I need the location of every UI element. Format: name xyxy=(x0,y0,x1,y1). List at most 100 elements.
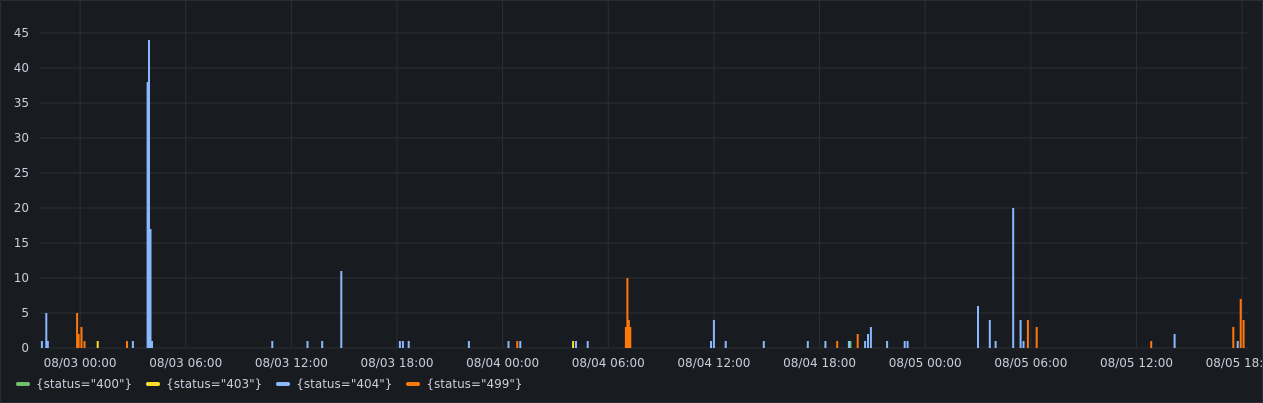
bar xyxy=(1150,341,1153,348)
bar xyxy=(148,40,150,348)
x-tick-label: 08/03 06:00 xyxy=(149,356,222,370)
bar xyxy=(45,313,48,348)
bar xyxy=(1242,320,1245,348)
y-tick-label: 25 xyxy=(14,166,29,180)
bar xyxy=(806,341,809,348)
y-tick-label: 10 xyxy=(14,271,29,285)
x-tick-label: 08/05 12:00 xyxy=(1100,356,1173,370)
legend-item[interactable]: {status="403"} xyxy=(146,377,262,391)
y-tick-label: 40 xyxy=(14,61,29,75)
bar xyxy=(1232,327,1235,348)
bar xyxy=(586,341,589,348)
bar xyxy=(83,341,86,348)
bar xyxy=(849,341,852,348)
x-tick-label: 08/04 12:00 xyxy=(677,356,750,370)
bar xyxy=(1239,299,1242,348)
bar xyxy=(398,341,401,348)
bar xyxy=(126,341,128,348)
bar xyxy=(146,82,149,348)
legend: {status="400"} {status="403"} {status="404… xyxy=(16,376,523,392)
bar xyxy=(401,341,404,348)
bar xyxy=(824,341,827,348)
bar xyxy=(869,327,872,348)
x-tick-label: 08/03 18:00 xyxy=(361,356,434,370)
bar xyxy=(847,341,850,348)
x-tick-label: 08/05 18:00 xyxy=(1206,356,1262,370)
bar xyxy=(321,341,324,348)
y-tick-label: 15 xyxy=(14,236,29,250)
legend-item[interactable]: {status="404"} xyxy=(276,377,392,391)
y-tick-label: 45 xyxy=(14,26,29,40)
y-tick-label: 30 xyxy=(14,131,29,145)
bar xyxy=(467,341,470,348)
bar xyxy=(864,341,867,348)
x-tick-label: 08/04 00:00 xyxy=(466,356,539,370)
legend-label: {status="499"} xyxy=(426,377,523,391)
legend-label: {status="403"} xyxy=(166,377,263,391)
bar xyxy=(80,327,83,348)
bar xyxy=(96,341,99,348)
x-tick-label: 08/04 06:00 xyxy=(572,356,645,370)
timeseries-chart: 0 5 10 15 20 25 30 35 40 45 08/03 00:00 08/03 06:0… xyxy=(14,1,1262,370)
bar xyxy=(836,341,839,348)
y-tick-label: 20 xyxy=(14,201,29,215)
legend-label: {status="404"} xyxy=(296,377,393,391)
bar xyxy=(994,341,997,348)
x-tick-label: 08/04 18:00 xyxy=(783,356,856,370)
bar xyxy=(40,341,43,348)
grid xyxy=(39,1,1248,349)
y-tick-label: 0 xyxy=(21,341,29,355)
legend-item[interactable]: {status="400"} xyxy=(16,377,132,391)
bar xyxy=(575,341,577,348)
bar xyxy=(306,341,309,348)
bar xyxy=(724,341,727,348)
bar xyxy=(1019,320,1022,348)
bar xyxy=(856,334,859,348)
legend-swatch xyxy=(406,382,421,386)
bar xyxy=(977,306,979,348)
bar xyxy=(516,341,519,348)
bar xyxy=(903,341,906,348)
y-tick-label: 35 xyxy=(14,96,29,110)
bar xyxy=(519,341,522,348)
x-tick-label: 08/03 00:00 xyxy=(44,356,117,370)
legend-swatch xyxy=(16,382,30,386)
legend-swatch xyxy=(276,382,291,386)
bar xyxy=(572,341,575,348)
bar xyxy=(762,341,765,348)
bar xyxy=(131,341,134,348)
bar xyxy=(77,334,80,348)
bar xyxy=(1026,320,1029,348)
legend-item[interactable]: {status="499"} xyxy=(406,377,523,391)
bar xyxy=(46,341,49,348)
bar xyxy=(1012,208,1015,348)
bar xyxy=(627,320,630,348)
legend-label: {status="400"} xyxy=(36,377,133,391)
bar xyxy=(1022,341,1025,348)
bar xyxy=(906,341,909,348)
bar xyxy=(624,327,627,348)
bar xyxy=(710,341,712,348)
bar xyxy=(988,320,991,348)
x-axis: 08/03 00:00 08/03 06:00 08/03 12:00 08/03 1… xyxy=(44,356,1262,370)
bar xyxy=(712,320,715,348)
bar xyxy=(867,334,869,348)
bar xyxy=(1035,327,1038,348)
bar xyxy=(271,341,274,348)
x-tick-label: 08/03 12:00 xyxy=(255,356,328,370)
y-axis: 0 5 10 15 20 25 30 35 40 45 xyxy=(14,26,29,355)
x-tick-label: 08/05 06:00 xyxy=(994,356,1067,370)
bar xyxy=(149,229,152,348)
bar xyxy=(629,327,632,348)
y-tick-label: 5 xyxy=(21,306,29,320)
bar xyxy=(886,341,889,348)
bar xyxy=(340,271,343,348)
x-tick-label: 08/05 00:00 xyxy=(889,356,962,370)
bar xyxy=(1236,341,1239,348)
bar xyxy=(407,341,410,348)
bars xyxy=(40,40,1245,348)
bar xyxy=(507,341,510,348)
bar xyxy=(76,313,79,348)
bar xyxy=(151,341,153,348)
